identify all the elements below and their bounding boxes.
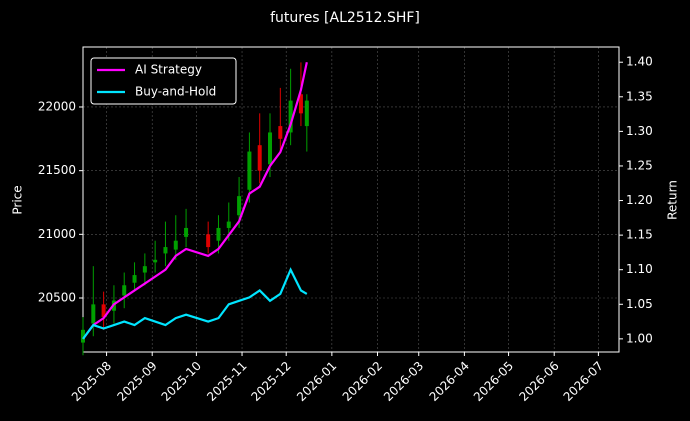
y2-tick-label: 1.35 <box>626 89 653 103</box>
y2-tick-label: 1.05 <box>626 297 653 311</box>
candle-body <box>173 240 178 250</box>
candle-body <box>101 304 106 318</box>
candle-body <box>132 275 137 283</box>
y2-tick-label: 1.25 <box>626 158 653 172</box>
y2-tick-label: 1.10 <box>626 262 653 276</box>
candle-body <box>304 100 309 127</box>
candle-body <box>268 132 273 165</box>
series-line <box>82 267 308 340</box>
y2-axis-label: Return <box>666 180 680 220</box>
y-axis-label: Price <box>11 185 25 214</box>
chart-title: futures [AL2512.SHF] <box>270 10 420 26</box>
y-tick-label: 22000 <box>38 99 76 113</box>
candle-body <box>122 285 127 296</box>
candle-body <box>142 266 147 273</box>
y2-tick-label: 1.20 <box>626 193 653 207</box>
candle-body <box>298 94 303 114</box>
y2-tick-label: 1.15 <box>626 228 653 242</box>
candle-body <box>278 126 283 139</box>
legend-label: AI Strategy <box>135 63 202 77</box>
y-tick-label: 20500 <box>38 291 76 305</box>
candle-body <box>163 247 168 254</box>
candle-body <box>226 221 231 228</box>
y-tick-label: 21000 <box>38 227 76 241</box>
candle-body <box>81 329 85 343</box>
legend-label: Buy-and-Hold <box>135 85 216 99</box>
candle-body <box>257 145 262 171</box>
candle-body <box>153 259 158 263</box>
y2-tick-label: 1.00 <box>626 331 653 345</box>
candle-body <box>206 234 211 248</box>
candle-body <box>247 151 252 190</box>
plot-frame <box>82 46 620 353</box>
y2-tick-label: 1.30 <box>626 124 653 138</box>
y2-tick-label: 1.40 <box>626 55 653 69</box>
candle-body <box>216 227 221 241</box>
legend-box <box>90 57 237 105</box>
candle-body <box>288 100 293 133</box>
candle-body <box>237 196 242 216</box>
candle-body <box>184 227 189 237</box>
y-tick-label: 21500 <box>38 163 76 177</box>
candle-body <box>91 304 96 324</box>
series-line <box>82 61 308 340</box>
